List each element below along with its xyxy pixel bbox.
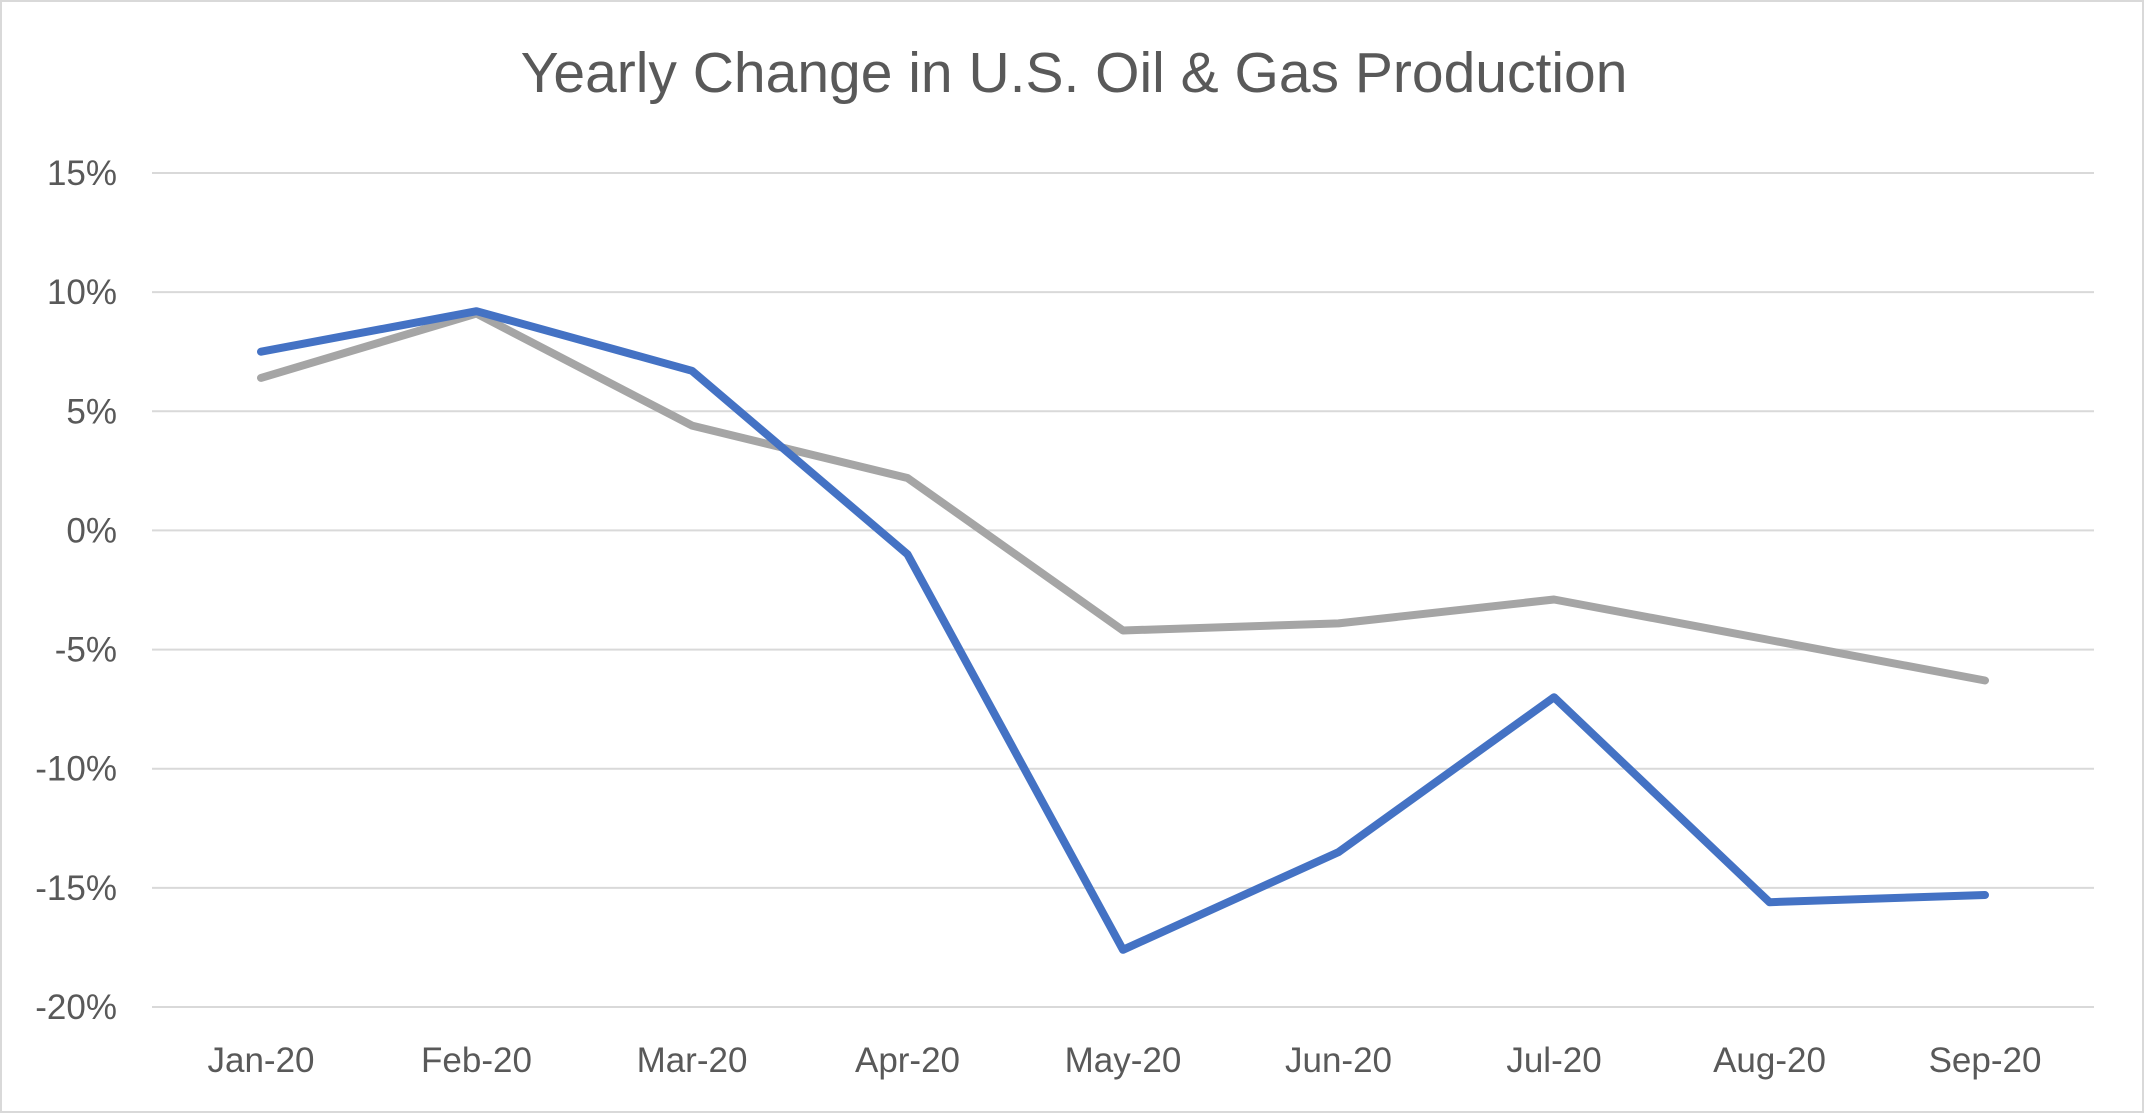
y-axis-ticks: 15% 10% 5% 0% -5% -10% -15% -20% [35,154,117,1027]
x-tick-label: Jan-20 [207,1041,314,1080]
y-tick-label: 0% [66,511,117,550]
x-tick-label: May-20 [1065,1041,1182,1080]
gridlines [152,172,2094,1008]
chart-title: Yearly Change in U.S. Oil & Gas Producti… [520,41,1628,105]
y-tick-label: -20% [35,988,117,1027]
x-tick-label: Feb-20 [421,1041,532,1080]
x-tick-label: Jun-20 [1285,1041,1392,1080]
y-tick-label: -10% [35,750,117,789]
x-tick-label: Jul-20 [1506,1041,1601,1080]
x-tick-label: Apr-20 [855,1041,960,1080]
x-tick-label: Aug-20 [1713,1041,1826,1080]
y-tick-label: -5% [55,631,117,670]
y-tick-label: 10% [47,273,117,312]
x-tick-label: Mar-20 [637,1041,748,1080]
series-line-2 [257,309,1989,685]
x-tick-label: Sep-20 [1929,1041,2042,1080]
series-lines [257,307,1989,954]
x-axis-ticks: Jan-20 Feb-20 Mar-20 Apr-20 May-20 Jun-20 Jul-… [207,1041,2041,1080]
y-tick-label: 15% [47,154,117,193]
y-tick-label: 5% [66,392,117,431]
series-line-1 [257,307,1989,954]
y-tick-label: -15% [35,869,117,908]
